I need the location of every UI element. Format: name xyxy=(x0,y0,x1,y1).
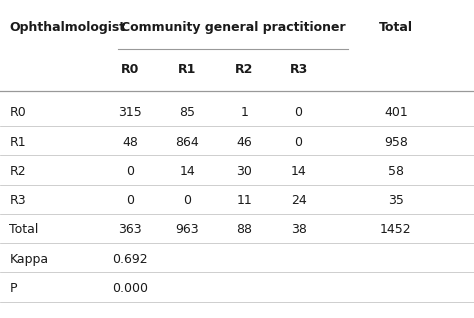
Text: 0.692: 0.692 xyxy=(112,253,148,266)
Text: Total: Total xyxy=(379,21,413,33)
Text: R2: R2 xyxy=(9,165,26,178)
Text: 58: 58 xyxy=(388,165,404,178)
Text: R2: R2 xyxy=(235,64,253,76)
Text: R0: R0 xyxy=(121,64,139,76)
Text: 401: 401 xyxy=(384,107,408,119)
Text: 14: 14 xyxy=(179,165,195,178)
Text: 1452: 1452 xyxy=(380,224,411,236)
Text: 864: 864 xyxy=(175,136,199,149)
Text: R1: R1 xyxy=(9,136,26,149)
Text: 315: 315 xyxy=(118,107,142,119)
Text: 11: 11 xyxy=(236,194,252,207)
Text: 85: 85 xyxy=(179,107,195,119)
Text: 48: 48 xyxy=(122,136,138,149)
Text: Community general practitioner: Community general practitioner xyxy=(121,21,345,33)
Text: 46: 46 xyxy=(236,136,252,149)
Text: 958: 958 xyxy=(384,136,408,149)
Text: 88: 88 xyxy=(236,224,252,236)
Text: 0: 0 xyxy=(295,136,302,149)
Text: Total: Total xyxy=(9,224,39,236)
Text: R3: R3 xyxy=(9,194,26,207)
Text: 963: 963 xyxy=(175,224,199,236)
Text: 30: 30 xyxy=(236,165,252,178)
Text: 0: 0 xyxy=(183,194,191,207)
Text: P: P xyxy=(9,282,17,295)
Text: 0: 0 xyxy=(295,107,302,119)
Text: 0.000: 0.000 xyxy=(112,282,148,295)
Text: R3: R3 xyxy=(290,64,308,76)
Text: 24: 24 xyxy=(291,194,307,207)
Text: 0: 0 xyxy=(127,165,134,178)
Text: R0: R0 xyxy=(9,107,26,119)
Text: 35: 35 xyxy=(388,194,404,207)
Text: Ophthalmologist: Ophthalmologist xyxy=(9,21,126,33)
Text: 14: 14 xyxy=(291,165,307,178)
Text: R1: R1 xyxy=(178,64,196,76)
Text: 38: 38 xyxy=(291,224,307,236)
Text: 363: 363 xyxy=(118,224,142,236)
Text: Kappa: Kappa xyxy=(9,253,49,266)
Text: 1: 1 xyxy=(240,107,248,119)
Text: 0: 0 xyxy=(127,194,134,207)
